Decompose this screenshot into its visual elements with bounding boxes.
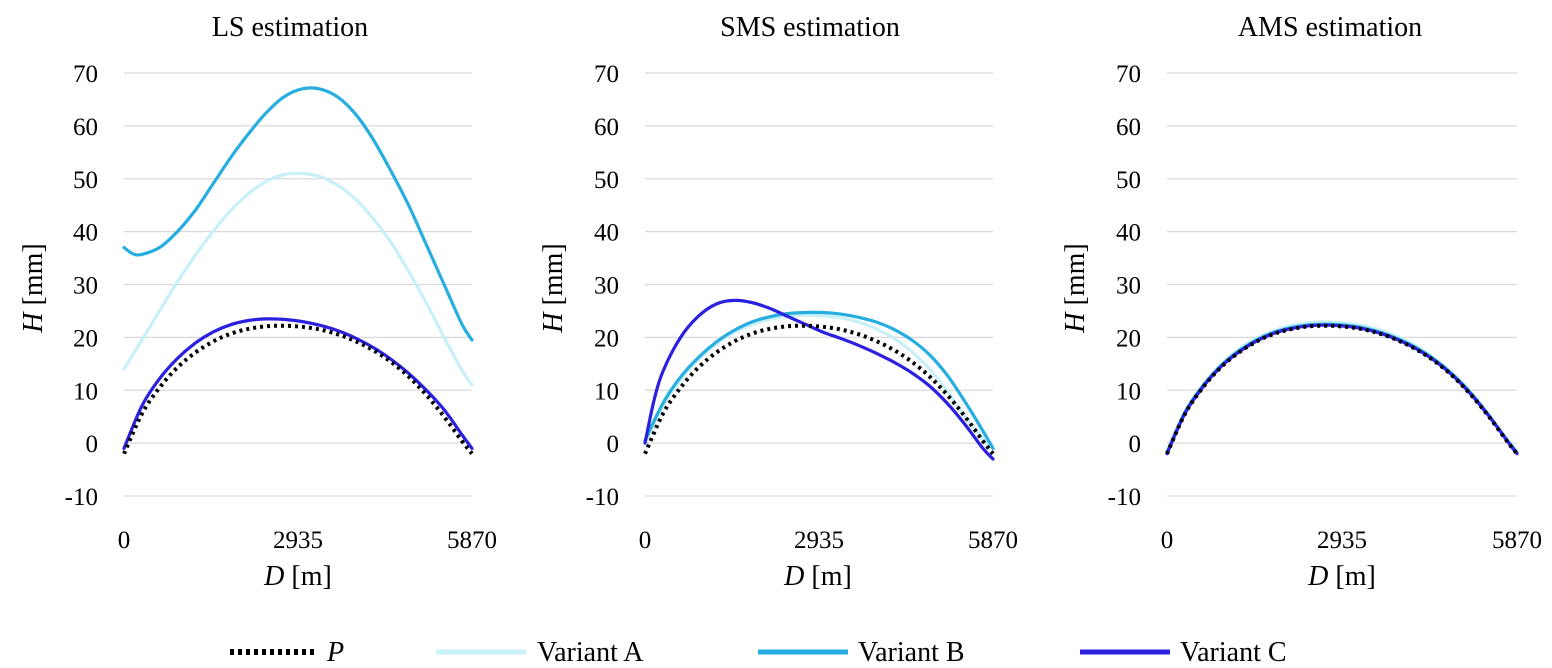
y-tick-label: 30	[594, 273, 619, 300]
x-axis-unit: [m]	[1328, 561, 1375, 592]
legend-item-variant-b: Variant B	[758, 637, 965, 668]
series-line-variant-c	[643, 298, 995, 461]
y-tick-label: 0	[1129, 431, 1142, 458]
y-axis-label: H [mm]	[1060, 243, 1091, 333]
x-axis-label: D [m]	[263, 561, 332, 592]
legend: P Variant A Variant B Variant C	[230, 637, 1287, 668]
y-axis-unit: [mm]	[18, 243, 49, 312]
legend-label-variant-a: Variant A	[537, 637, 644, 668]
y-tick-label: 40	[73, 220, 98, 247]
y-tick-label: 10	[1116, 378, 1141, 405]
y-tick-label: 0	[86, 431, 99, 458]
y-axis-unit: [mm]	[538, 243, 569, 312]
y-tick-label: 20	[1116, 325, 1141, 352]
y-tick-label: 50	[1116, 167, 1141, 194]
x-tick-label: 0	[1161, 527, 1174, 554]
legend-label-variant-b: Variant B	[858, 637, 965, 668]
x-tick-label: 0	[118, 527, 131, 554]
x-axis-variable: D	[1307, 561, 1328, 592]
x-tick-label: 2935	[1317, 527, 1367, 554]
legend-item-variant-c: Variant C	[1080, 637, 1287, 668]
y-tick-label: 10	[594, 378, 619, 405]
y-tick-label: 20	[594, 325, 619, 352]
y-tick-label: 60	[1116, 114, 1141, 141]
series-line-variant-c	[122, 317, 474, 450]
x-axis-variable: D	[263, 561, 284, 592]
y-tick-label: 50	[73, 167, 98, 194]
chart-title: AMS estimation	[1238, 12, 1422, 43]
y-tick-label: 40	[594, 220, 619, 247]
x-axis-unit: [m]	[804, 561, 851, 592]
y-tick-label: 70	[73, 61, 98, 88]
y-axis-label: H [mm]	[18, 243, 49, 333]
series-line-variant-b	[643, 310, 995, 450]
y-tick-label: 70	[1116, 61, 1141, 88]
series-line-p	[1165, 323, 1519, 455]
x-axis-unit: [m]	[284, 561, 331, 592]
y-tick-label: 30	[73, 273, 98, 300]
legend-label-variant-c: Variant C	[1180, 637, 1287, 668]
x-axis-label: D [m]	[783, 561, 852, 592]
y-tick-label: 70	[594, 61, 619, 88]
y-tick-label: 60	[73, 114, 98, 141]
y-axis-unit: [mm]	[1060, 243, 1091, 312]
series-line-variant-b	[122, 86, 474, 342]
legend-label-p: P	[326, 637, 344, 668]
y-tick-label: 20	[73, 325, 98, 352]
y-tick-label: 50	[594, 167, 619, 194]
y-tick-label: 30	[1116, 273, 1141, 300]
series-line-variant-a	[122, 171, 474, 387]
chart-title: SMS estimation	[720, 12, 900, 43]
legend-item-p: P	[230, 637, 344, 668]
x-tick-label: 5870	[1492, 527, 1542, 554]
chart-panel-ls: LS estimation 70 60 50 40 30 20 10 0 -10 0 2935 58…	[18, 12, 497, 592]
y-tick-label: 0	[607, 431, 620, 458]
y-axis-variable: H	[18, 311, 49, 334]
y-tick-label: -10	[65, 484, 98, 511]
x-tick-label: 2935	[273, 527, 323, 554]
x-axis-label: D [m]	[1307, 561, 1376, 592]
series-line-variant-a	[643, 313, 995, 450]
legend-item-variant-a: Variant A	[436, 637, 644, 668]
y-tick-label: -10	[1108, 484, 1141, 511]
x-tick-label: 5870	[447, 527, 497, 554]
x-axis-variable: D	[783, 561, 804, 592]
y-axis-label: H [mm]	[538, 243, 569, 333]
y-tick-label: 10	[73, 378, 98, 405]
x-tick-label: 2935	[794, 527, 844, 554]
chart-title: LS estimation	[212, 12, 368, 43]
chart-panel-ams: AMS estimation 70 60 50 40 30 20 10 0 -10 0 2935 5…	[1060, 12, 1542, 592]
x-tick-label: 5870	[968, 527, 1018, 554]
x-tick-label: 0	[639, 527, 652, 554]
y-tick-label: -10	[586, 484, 619, 511]
y-axis-variable: H	[1060, 311, 1091, 334]
y-axis-variable: H	[538, 311, 569, 334]
series-line-variant-c	[1165, 323, 1519, 456]
y-tick-label: 60	[594, 114, 619, 141]
y-tick-label: 40	[1116, 220, 1141, 247]
chart-panel-sms: SMS estimation 70 60 50 40 30 20 10 0 -10 0 2935 5…	[538, 12, 1018, 592]
